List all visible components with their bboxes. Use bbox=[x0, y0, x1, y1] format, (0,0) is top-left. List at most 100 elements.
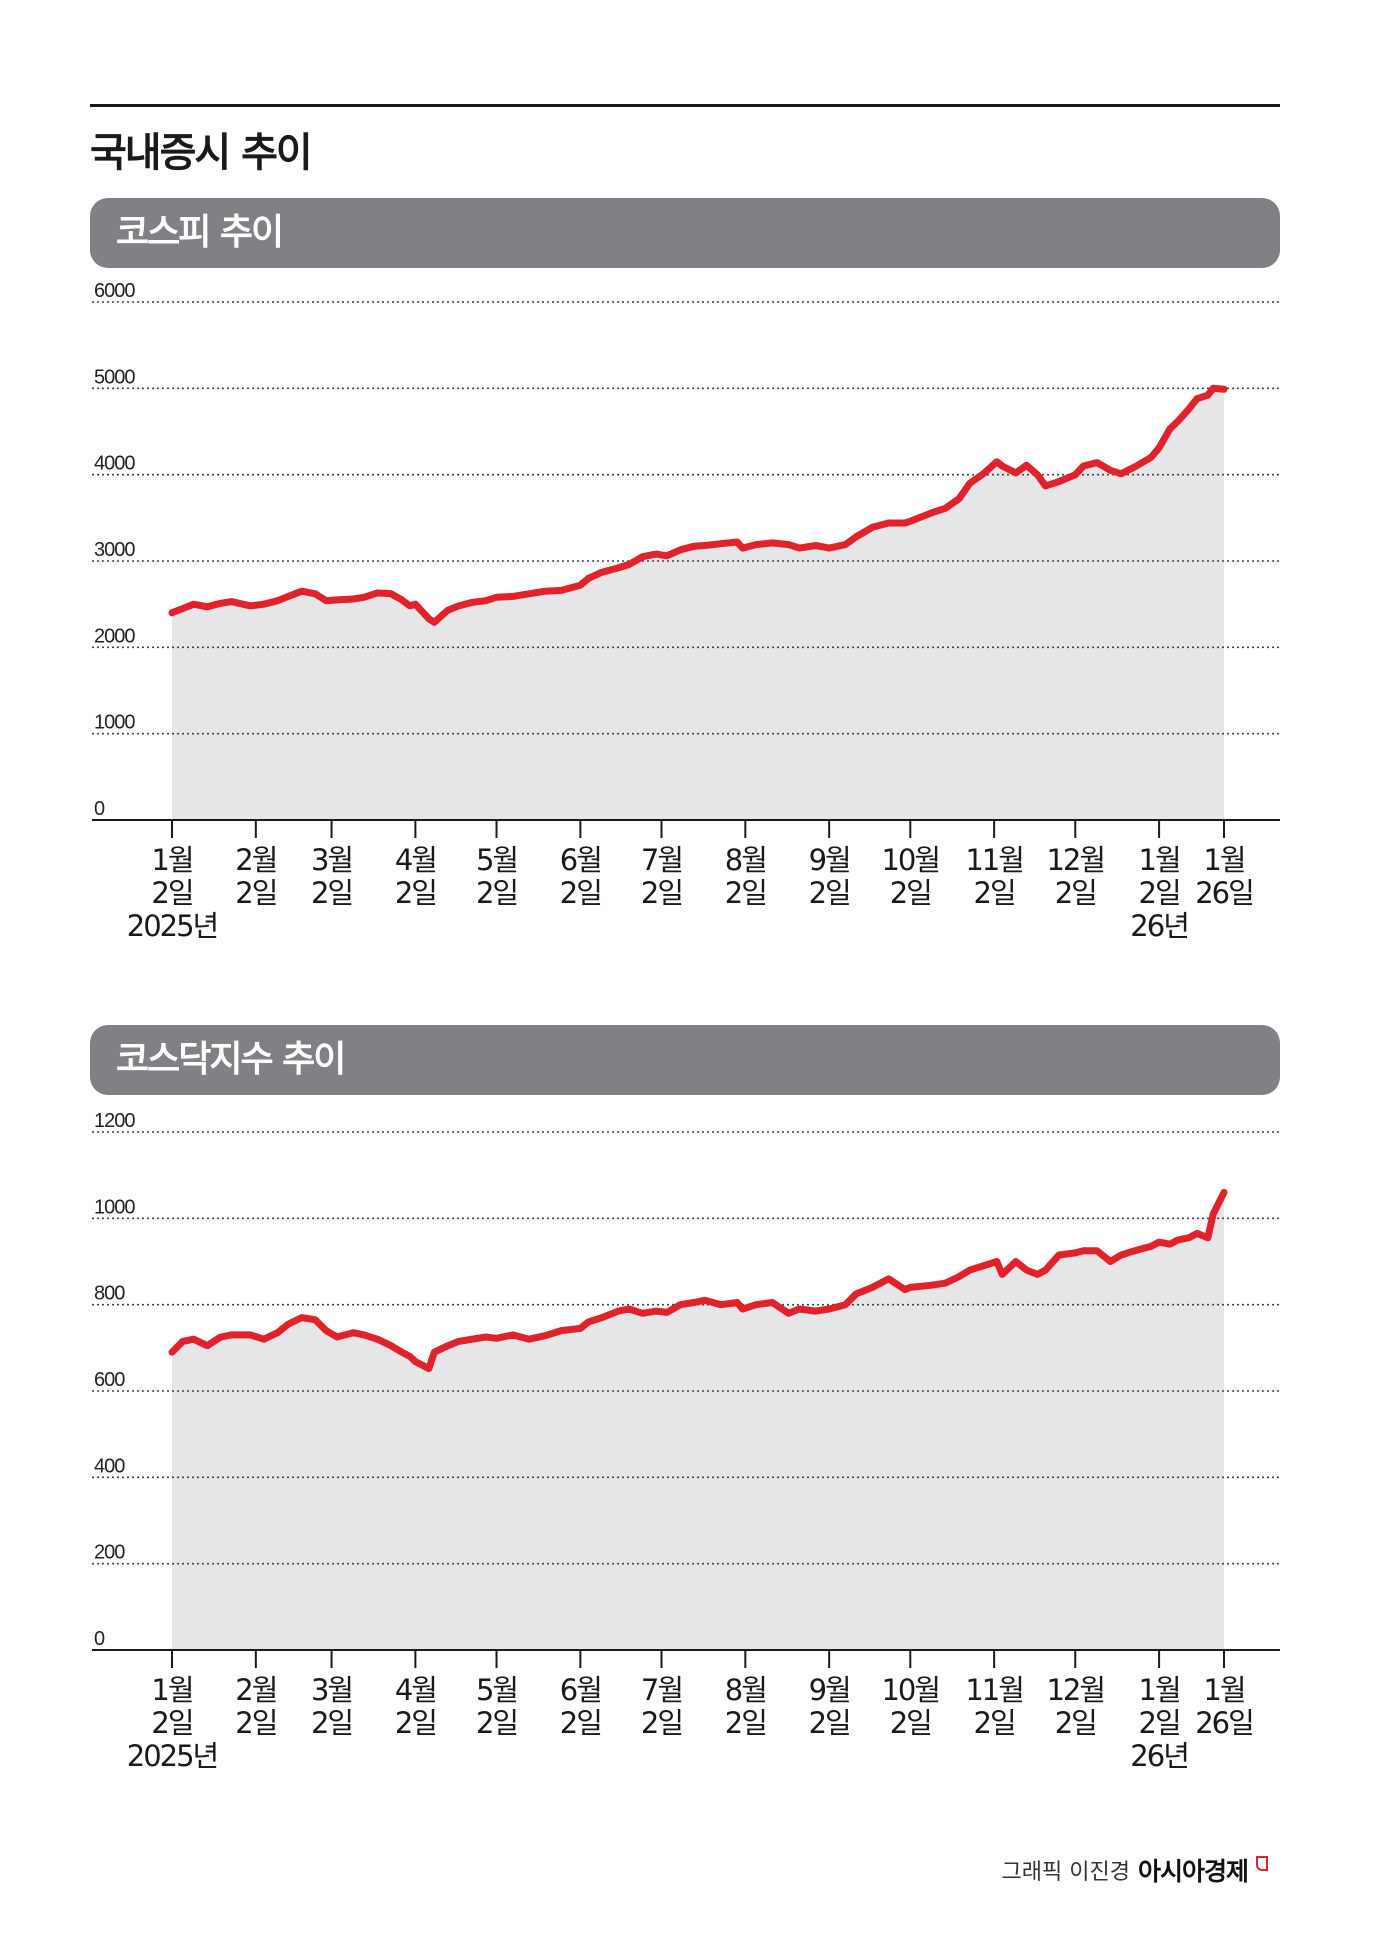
y-tick-label: 1000 bbox=[94, 712, 135, 734]
data-point bbox=[1093, 459, 1101, 466]
data-point bbox=[204, 1342, 211, 1349]
data-point bbox=[312, 1316, 319, 1323]
data-point bbox=[853, 533, 860, 540]
x-tick-label: 11월 2일 bbox=[965, 843, 1023, 910]
data-point bbox=[928, 1282, 936, 1289]
data-point bbox=[1193, 395, 1201, 402]
data-point bbox=[585, 575, 592, 582]
data-point bbox=[493, 1335, 500, 1342]
data-point bbox=[1072, 471, 1079, 478]
data-point bbox=[360, 594, 368, 601]
data-point bbox=[734, 1299, 741, 1306]
data-point bbox=[274, 1329, 281, 1336]
data-point bbox=[598, 569, 606, 576]
data-point bbox=[312, 590, 319, 597]
data-point bbox=[625, 561, 633, 568]
data-point bbox=[663, 1309, 671, 1316]
data-point bbox=[826, 544, 833, 552]
data-point bbox=[274, 597, 281, 604]
data-point bbox=[1174, 417, 1182, 425]
data-point bbox=[1193, 1230, 1201, 1237]
data-point bbox=[625, 1305, 633, 1313]
data-point bbox=[869, 524, 876, 531]
data-point bbox=[955, 495, 963, 502]
x-tick-label: 6월 2일 bbox=[560, 843, 601, 910]
data-point bbox=[999, 1271, 1006, 1278]
data-point bbox=[179, 1338, 186, 1345]
data-point bbox=[999, 462, 1006, 470]
data-point bbox=[525, 1336, 533, 1343]
data-point bbox=[585, 1318, 592, 1326]
data-point bbox=[228, 598, 235, 605]
x-tick-label: 3월 2일 bbox=[311, 1673, 352, 1740]
data-point bbox=[322, 597, 330, 604]
data-point bbox=[885, 1275, 892, 1282]
x-tick-label: 5월 2일 bbox=[476, 843, 517, 910]
data-point bbox=[1080, 462, 1087, 470]
data-point bbox=[980, 1262, 987, 1269]
data-point bbox=[980, 470, 987, 477]
data-point bbox=[785, 541, 792, 548]
data-point bbox=[190, 601, 197, 608]
credit: 그래픽 이진경 아시아경제 bbox=[1002, 1852, 1268, 1888]
data-point bbox=[406, 1353, 414, 1360]
data-point bbox=[1042, 1266, 1049, 1274]
data-point bbox=[1185, 1234, 1193, 1241]
data-point bbox=[796, 1305, 803, 1313]
data-point bbox=[639, 553, 646, 560]
data-point bbox=[509, 1331, 516, 1339]
data-point bbox=[455, 602, 462, 610]
data-point bbox=[1166, 425, 1174, 433]
data-point bbox=[406, 602, 414, 610]
data-point bbox=[842, 1301, 849, 1308]
y-tick-label: 3000 bbox=[94, 539, 135, 561]
data-point bbox=[739, 544, 746, 552]
data-point bbox=[901, 1286, 909, 1293]
data-point bbox=[739, 1305, 746, 1313]
data-point bbox=[247, 602, 254, 610]
data-point bbox=[285, 1320, 292, 1328]
kosdaq-chart: 1200 1000 800 600 400 200 0 1월 2일 2025년 2월 2일 3월 2일 4월… bbox=[92, 1110, 1280, 1773]
x-tick-label: 9월 2일 bbox=[809, 843, 850, 910]
kospi-chart: 6000 5000 4000 3000 2000 1000 0 1월 2일 2025년 2월 2일 3월… bbox=[92, 280, 1280, 943]
x-tick-label: 4월 2일 bbox=[395, 843, 436, 910]
data-point bbox=[993, 1258, 1000, 1265]
data-point bbox=[190, 1336, 197, 1343]
data-point bbox=[796, 544, 803, 552]
data-point bbox=[1166, 1241, 1174, 1248]
data-point bbox=[1107, 467, 1114, 474]
data-point bbox=[542, 588, 549, 595]
data-point bbox=[204, 603, 211, 610]
data-point bbox=[425, 615, 433, 622]
top-rule bbox=[90, 104, 1280, 107]
x-tick-label: 6월 2일 bbox=[560, 1673, 601, 1740]
data-point bbox=[412, 1358, 419, 1365]
data-point bbox=[217, 1333, 224, 1341]
data-point bbox=[1012, 1258, 1019, 1265]
data-point bbox=[966, 480, 973, 487]
data-point bbox=[717, 540, 725, 547]
data-point bbox=[444, 1342, 451, 1349]
y-tick-label: 400 bbox=[94, 1455, 125, 1477]
data-point bbox=[374, 1336, 381, 1343]
data-point bbox=[455, 1338, 462, 1345]
data-point bbox=[260, 1336, 268, 1343]
data-point bbox=[168, 609, 176, 616]
data-point bbox=[509, 593, 516, 600]
x-tick-label: 2월 2일 bbox=[235, 1673, 276, 1740]
data-point bbox=[1118, 1251, 1125, 1259]
kospi-chart-title: 코스피 추이 bbox=[90, 198, 1280, 268]
data-point bbox=[928, 509, 936, 516]
data-point bbox=[1055, 1251, 1063, 1259]
y-tick-label: 800 bbox=[94, 1283, 125, 1305]
data-point bbox=[907, 1284, 914, 1291]
x-tick-label: 3월 2일 bbox=[311, 843, 352, 910]
data-point bbox=[942, 1279, 949, 1287]
kosdaq-chart-title: 코스닥지수 추이 bbox=[90, 1025, 1280, 1095]
data-point bbox=[853, 1290, 860, 1298]
data-point bbox=[431, 1349, 438, 1356]
x-tick-label: 10월 2일 bbox=[881, 1673, 939, 1740]
data-point bbox=[1185, 405, 1193, 413]
data-point bbox=[1155, 444, 1163, 452]
data-point bbox=[469, 1336, 476, 1343]
